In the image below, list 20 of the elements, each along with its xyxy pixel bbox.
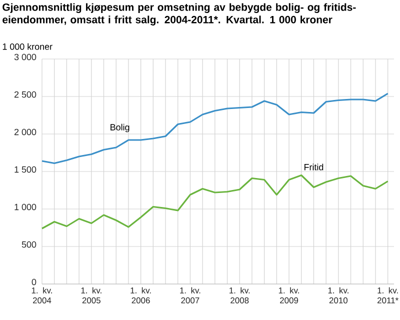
x-tick-label: 1. kv. 2005 (81, 287, 102, 304)
y-tick-label: 2 000 (14, 128, 36, 136)
y-tick-label: 2 500 (14, 91, 36, 98)
chart-title: Gjennomsnittlig kjøpesum per omsetning av bebygde bolig- og fritids-eiendommer, omsatt i fritt salg. 2004-2011*. Kvartal. 1 000 kroner (2, 3, 356, 26)
x-tick-label: 1. kv. 2009 (278, 287, 299, 304)
x-tick-label: 1. kv. 2004 (32, 287, 52, 304)
y-tick-label: 1 500 (14, 166, 36, 173)
x-tick-label: 1. kv. 2008 (230, 287, 250, 304)
series-label: Fritid (304, 164, 324, 170)
x-tick-label: 1. kv. 2007 (180, 287, 200, 304)
y-tick-label: 1 000 (14, 204, 36, 210)
y-tick-label: 3 000 (14, 54, 36, 60)
y-axis-title: 1 000 kroner (2, 43, 52, 50)
y-tick-label: 0 (32, 278, 36, 286)
y-tick-label: 500 (22, 241, 36, 248)
x-tick-label: 1. kv. 2010 (328, 287, 348, 304)
x-tick-label: 1. kv. 2011* (377, 287, 398, 304)
series-label: Bolig (110, 124, 130, 132)
x-tick-label: 1. kv. 2006 (130, 287, 151, 304)
line-series (41, 174, 389, 230)
